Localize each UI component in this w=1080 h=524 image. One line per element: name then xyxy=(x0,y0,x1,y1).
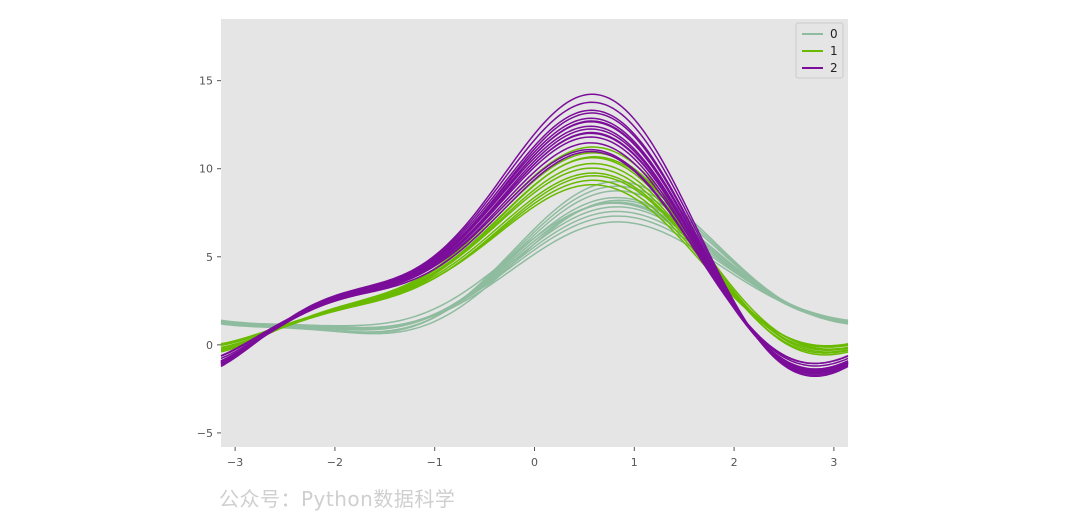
series-0 xyxy=(220,180,849,335)
x-axis: −3 −2 −1 0 1 2 3 xyxy=(227,447,837,469)
y-tick-label: 0 xyxy=(206,339,213,352)
legend: 0 1 2 xyxy=(795,22,844,79)
x-tick-label: 1 xyxy=(631,456,638,469)
series-0-curve xyxy=(220,180,849,334)
y-tick-label: −5 xyxy=(197,427,213,440)
series-2 xyxy=(220,93,849,378)
legend-label: 0 xyxy=(830,27,838,41)
andrews-curves-chart: −3 −2 −1 0 1 2 3 −5 0 5 10 15 0 1 2 xyxy=(197,19,849,469)
y-tick-label: 15 xyxy=(199,75,213,88)
x-tick-label: −3 xyxy=(227,456,243,469)
y-tick-label: 10 xyxy=(199,163,213,176)
series-0-curve xyxy=(220,215,849,329)
legend-label: 2 xyxy=(830,61,838,75)
series-0-curve xyxy=(220,221,849,330)
x-tick-label: 2 xyxy=(731,456,738,469)
watermark: 公众号：Python数据科学 xyxy=(219,487,456,511)
x-tick-label: −2 xyxy=(327,456,343,469)
x-tick-label: 3 xyxy=(830,456,837,469)
series-2-curve xyxy=(220,93,849,378)
series-0-curve xyxy=(220,201,849,329)
legend-label: 1 xyxy=(830,44,838,58)
series-2-curve xyxy=(220,131,849,371)
x-tick-label: −1 xyxy=(427,456,443,469)
y-tick-label: 5 xyxy=(206,251,213,264)
series-1 xyxy=(220,146,849,356)
x-tick-label: 0 xyxy=(531,456,538,469)
curves-layer xyxy=(220,93,849,378)
plot-background xyxy=(221,19,848,447)
y-axis: −5 0 5 10 15 xyxy=(197,75,221,440)
